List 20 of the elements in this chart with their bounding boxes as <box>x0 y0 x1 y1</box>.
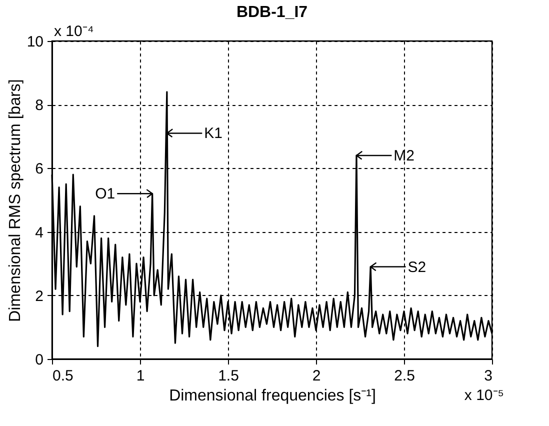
y-tick-label: 4 <box>35 224 44 242</box>
y-tick-label: 2 <box>35 288 44 305</box>
x-axis-title: Dimensional frequencies [s⁻¹] <box>169 388 376 404</box>
text: x 10⁻⁵ <box>464 387 504 404</box>
x-tick-label: 1 <box>136 368 145 384</box>
y-tick-label: 6 <box>35 160 44 178</box>
y-tick-label: 8 <box>35 97 44 114</box>
y-axis-title: Dimensional RMS spectrum [bars] <box>6 79 24 322</box>
x-tick-label: 0.5 <box>52 368 74 384</box>
annotation: S2 <box>408 258 426 276</box>
annotation: O1 <box>95 186 116 203</box>
text: x 10⁻⁴ <box>54 23 94 40</box>
x-tick-label: 1.5 <box>218 368 239 384</box>
annotation: K1 <box>204 125 222 142</box>
x-tick-label: 2 <box>312 368 321 384</box>
x-tick-label: 2.5 <box>394 368 415 384</box>
y-tick-label: 10 <box>26 34 44 50</box>
y-tick-label: 0 <box>35 352 44 368</box>
chart-title: BDB-1_I7 <box>236 4 308 21</box>
x-tick-label: 3 <box>484 368 492 384</box>
